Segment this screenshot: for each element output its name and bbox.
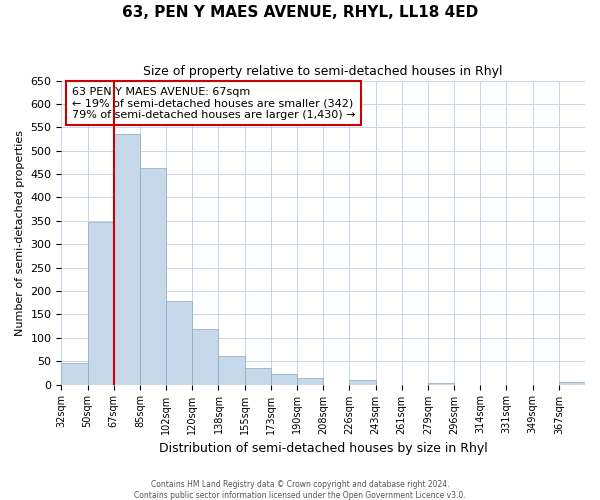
Bar [140,168,166,384]
X-axis label: Distribution of semi-detached houses by size in Rhyl: Distribution of semi-detached houses by … [159,442,488,455]
Bar [559,382,585,384]
Text: 63, PEN Y MAES AVENUE, RHYL, LL18 4ED: 63, PEN Y MAES AVENUE, RHYL, LL18 4ED [122,5,478,20]
Bar [428,383,454,384]
Text: 63 PEN Y MAES AVENUE: 67sqm
← 19% of semi-detached houses are smaller (342)
79% : 63 PEN Y MAES AVENUE: 67sqm ← 19% of sem… [72,86,355,120]
Bar [88,222,114,384]
Title: Size of property relative to semi-detached houses in Rhyl: Size of property relative to semi-detach… [143,65,503,78]
Y-axis label: Number of semi-detached properties: Number of semi-detached properties [15,130,25,336]
Bar [193,330,218,384]
Bar [297,378,323,384]
Bar [245,368,271,384]
Bar [349,380,376,384]
Bar [166,302,193,384]
Bar [271,374,297,384]
Bar [218,356,245,384]
Text: Contains HM Land Registry data © Crown copyright and database right 2024.
Contai: Contains HM Land Registry data © Crown c… [134,480,466,500]
Bar [61,362,88,384]
Bar [114,134,140,384]
